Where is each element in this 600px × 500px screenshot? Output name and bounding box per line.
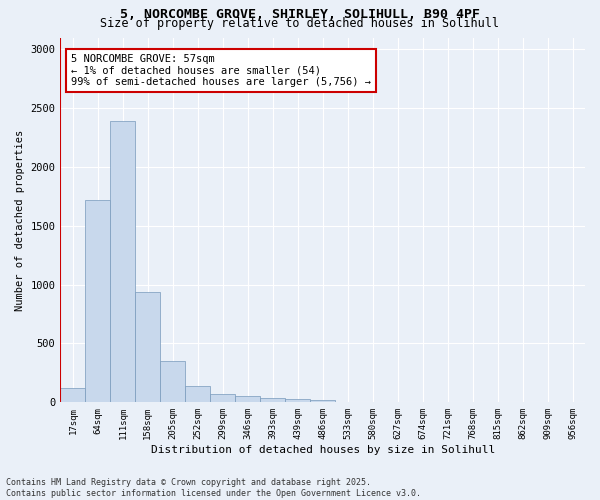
Bar [185,386,210,402]
Bar [160,361,185,403]
Bar [310,400,335,402]
Bar [136,292,160,403]
Bar [85,200,110,402]
Text: 5, NORCOMBE GROVE, SHIRLEY, SOLIHULL, B90 4PF: 5, NORCOMBE GROVE, SHIRLEY, SOLIHULL, B9… [120,8,480,20]
Text: Size of property relative to detached houses in Solihull: Size of property relative to detached ho… [101,18,499,30]
Y-axis label: Number of detached properties: Number of detached properties [15,130,25,310]
X-axis label: Distribution of detached houses by size in Solihull: Distribution of detached houses by size … [151,445,495,455]
Text: 5 NORCOMBE GROVE: 57sqm
← 1% of detached houses are smaller (54)
99% of semi-det: 5 NORCOMBE GROVE: 57sqm ← 1% of detached… [71,54,371,87]
Bar [110,121,136,402]
Bar [235,396,260,402]
Text: Contains HM Land Registry data © Crown copyright and database right 2025.
Contai: Contains HM Land Registry data © Crown c… [6,478,421,498]
Bar [61,388,85,402]
Bar [285,400,310,402]
Bar [210,394,235,402]
Bar [260,398,285,402]
